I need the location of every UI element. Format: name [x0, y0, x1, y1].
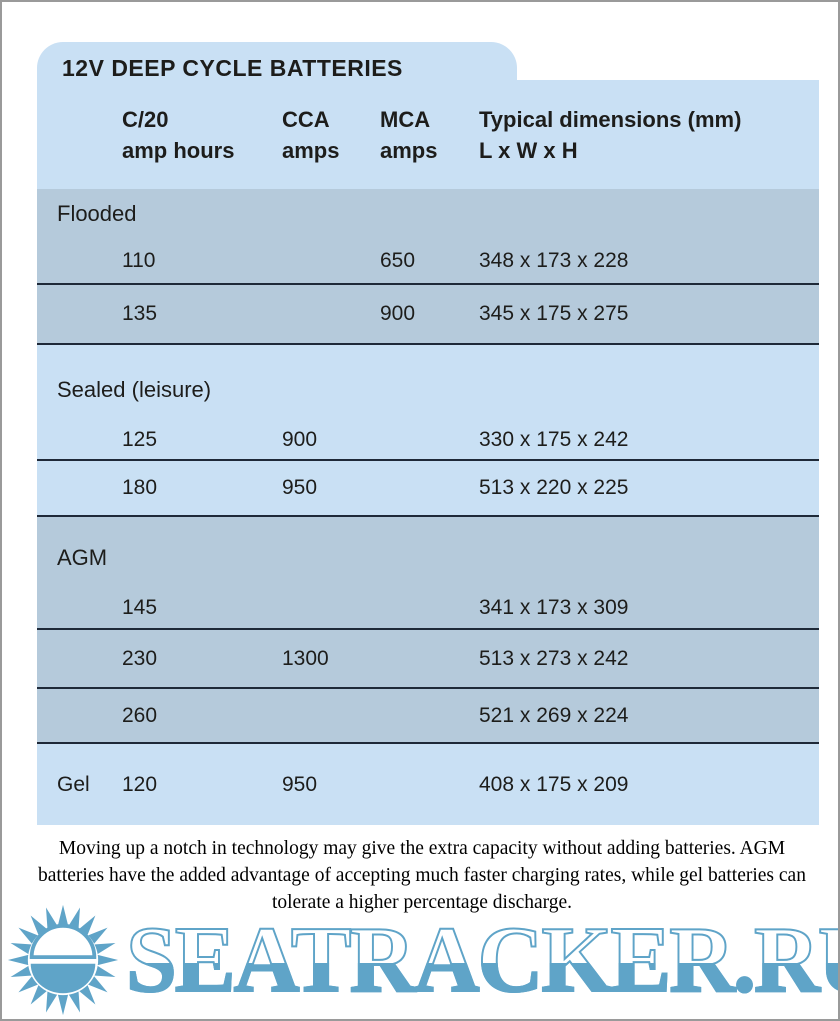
cell-c20: 125 [122, 428, 158, 451]
col-header-c20: C/20 amp hours [122, 104, 282, 166]
col-header-c20-line2: amp hours [122, 137, 235, 163]
page-title: 12V DEEP CYCLE BATTERIES [62, 55, 403, 81]
table-title-tab: 12V DEEP CYCLE BATTERIES [37, 42, 517, 81]
cell-dims: 521 x 269 x 224 [479, 703, 629, 727]
cell-cca: 950 [282, 772, 318, 796]
cell-dims: 513 x 220 x 225 [479, 476, 629, 499]
section-sealed: Sealed (leisure) 125 900 330 x 175 x 242… [37, 343, 819, 515]
cell-c20: 145 [122, 595, 158, 619]
caption: Moving up a notch in technology may give… [2, 835, 838, 916]
cell-c20: 120 [122, 772, 158, 796]
cell-dims: 341 x 173 x 309 [479, 595, 629, 619]
cell-cca: 1300 [282, 646, 329, 670]
table-row: 260 521 x 269 x 224 [37, 689, 819, 742]
col-header-c20-line1: C/20 [122, 106, 169, 132]
cell-dims: 348 x 173 x 228 [479, 249, 629, 272]
col-header-mca: MCA amps [380, 104, 479, 166]
col-header-dims: Typical dimensions (mm) L x W x H [479, 104, 819, 166]
col-header-mca-line2: amps [380, 137, 438, 163]
section-label-sealed: Sealed (leisure) [57, 377, 212, 402]
cell-dims: 513 x 273 x 242 [479, 646, 629, 670]
cell-cca: 950 [282, 476, 318, 499]
section-label-agm: AGM [57, 545, 108, 570]
caption-line: batteries have the added advantage of ac… [38, 865, 806, 886]
table-header-row: C/20 amp hours CCA amps MCA amps Typical… [37, 80, 819, 189]
cell-dims: 345 x 175 x 275 [479, 302, 629, 325]
table-row: 135 900 345 x 175 x 275 [37, 285, 819, 343]
section-label-flooded: Flooded [57, 201, 137, 226]
section-flooded: Flooded 110 650 348 x 173 x 228 135 900 … [37, 189, 819, 343]
table-row: 180 950 513 x 220 x 225 [37, 461, 819, 515]
battery-table: C/20 amp hours CCA amps MCA amps Typical… [37, 80, 819, 825]
cell-mca: 650 [380, 249, 416, 272]
section-agm: AGM 145 341 x 173 x 309 230 1300 513 x 2… [37, 515, 819, 742]
watermark-text: SEATRACKER.RU [125, 912, 838, 1008]
col-header-cca-line1: CCA [282, 106, 330, 132]
col-header-cca: CCA amps [282, 104, 380, 166]
cell-cca: 900 [282, 428, 318, 451]
section-gel: Gel 120 950 408 x 175 x 209 [37, 742, 819, 825]
table-row: 125 900 330 x 175 x 242 [37, 421, 819, 461]
section-label-gel: Gel [57, 772, 90, 796]
table-row: 110 650 348 x 173 x 228 [37, 239, 819, 285]
caption-line: Moving up a notch in technology may give… [58, 838, 786, 859]
caption-line: tolerate a higher percentage discharge. [271, 892, 573, 913]
cell-c20: 230 [122, 646, 158, 670]
table-row: 230 1300 513 x 273 x 242 [37, 630, 819, 689]
table-row: 145 341 x 173 x 309 [37, 587, 819, 630]
cell-dims: 408 x 175 x 209 [479, 772, 629, 796]
cell-c20: 260 [122, 703, 158, 727]
sun-icon [7, 904, 119, 1016]
table-row: Gel 120 950 408 x 175 x 209 [37, 744, 819, 825]
col-header-dims-line1: Typical dimensions (mm) [479, 106, 742, 132]
cell-c20: 180 [122, 476, 158, 499]
col-header-dims-line2: L x W x H [479, 137, 578, 163]
cell-c20: 110 [122, 249, 156, 272]
cell-c20: 135 [122, 302, 158, 325]
col-header-cca-line2: amps [282, 137, 340, 163]
cell-dims: 330 x 175 x 242 [479, 428, 629, 451]
col-header-mca-line1: MCA [380, 106, 431, 132]
cell-mca: 900 [380, 302, 416, 325]
